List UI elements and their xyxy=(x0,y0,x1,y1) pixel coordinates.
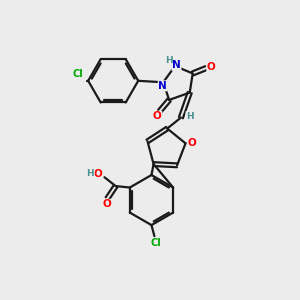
Text: N: N xyxy=(172,61,181,70)
Text: Cl: Cl xyxy=(73,69,83,79)
Text: O: O xyxy=(207,62,216,72)
Text: O: O xyxy=(103,199,111,209)
Text: H: H xyxy=(186,112,194,121)
Text: O: O xyxy=(153,111,162,122)
Text: O: O xyxy=(94,169,102,179)
Text: O: O xyxy=(188,138,196,148)
Text: Cl: Cl xyxy=(151,238,161,248)
Text: N: N xyxy=(158,81,167,91)
Text: H: H xyxy=(86,169,94,178)
Text: H: H xyxy=(165,56,172,65)
